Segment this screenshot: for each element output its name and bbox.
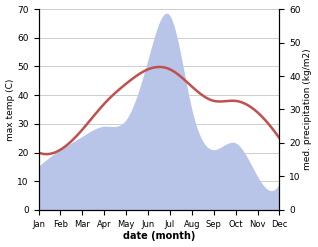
Y-axis label: med. precipitation (kg/m2): med. precipitation (kg/m2) bbox=[303, 49, 313, 170]
X-axis label: date (month): date (month) bbox=[123, 231, 195, 242]
Y-axis label: max temp (C): max temp (C) bbox=[5, 78, 15, 141]
